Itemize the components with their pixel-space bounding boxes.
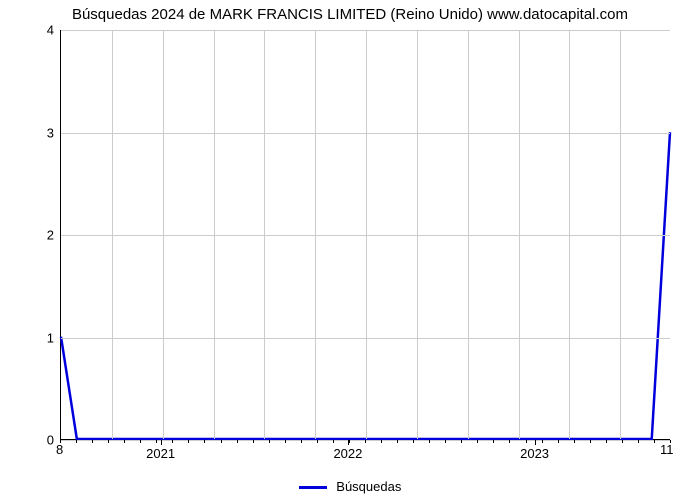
xtick-mark <box>535 440 536 445</box>
xtick-minor-mark <box>108 440 109 443</box>
xtick-minor-mark <box>622 440 623 443</box>
gridline-vertical <box>112 30 113 439</box>
xtick-label: 2023 <box>520 446 549 461</box>
xtick-minor-mark <box>493 440 494 443</box>
xtick-minor-mark <box>638 440 639 443</box>
ytick-label: 0 <box>24 433 54 448</box>
legend-label: Búsquedas <box>336 479 401 494</box>
xtick-minor-mark <box>461 440 462 443</box>
xtick-minor-mark <box>269 440 270 443</box>
chart-container: Búsquedas 2024 de MARK FRANCIS LIMITED (… <box>0 0 700 500</box>
gridline-vertical <box>163 30 164 439</box>
xtick-minor-mark <box>124 440 125 443</box>
legend-swatch <box>299 486 327 489</box>
xtick-minor-mark <box>140 440 141 443</box>
legend: Búsquedas <box>0 479 700 494</box>
gridline-vertical <box>417 30 418 439</box>
ytick-label: 1 <box>24 330 54 345</box>
gridline-vertical <box>620 30 621 439</box>
xtick-label: 2021 <box>146 446 175 461</box>
xtick-minor-mark <box>221 440 222 443</box>
xtick-minor-mark <box>204 440 205 443</box>
xtick-minor-mark <box>172 440 173 443</box>
xtick-minor-mark <box>285 440 286 443</box>
xtick-minor-mark <box>333 440 334 443</box>
xtick-minor-mark <box>606 440 607 443</box>
gridline-vertical <box>468 30 469 439</box>
xtick-minor-mark <box>92 440 93 443</box>
xtick-minor-mark <box>397 440 398 443</box>
ytick-label: 3 <box>24 125 54 140</box>
xtick-minor-mark <box>542 440 543 443</box>
xtick-minor-mark <box>188 440 189 443</box>
xtick-minor-mark <box>445 440 446 443</box>
xtick-minor-mark <box>349 440 350 443</box>
gridline-vertical <box>569 30 570 439</box>
xtick-minor-mark <box>654 440 655 443</box>
xaxis-start-label: 8 <box>56 442 63 457</box>
xtick-mark <box>161 440 162 445</box>
xtick-minor-mark <box>413 440 414 443</box>
gridline-vertical <box>315 30 316 439</box>
xtick-minor-mark <box>156 440 157 443</box>
xtick-minor-mark <box>76 440 77 443</box>
gridline-vertical <box>214 30 215 439</box>
gridline-vertical <box>519 30 520 439</box>
xtick-minor-mark <box>381 440 382 443</box>
ytick-label: 4 <box>24 23 54 38</box>
xaxis-end-label: 11 <box>660 442 674 457</box>
gridline-vertical <box>366 30 367 439</box>
xtick-minor-mark <box>429 440 430 443</box>
gridline-vertical <box>264 30 265 439</box>
ytick-label: 2 <box>24 228 54 243</box>
xtick-minor-mark <box>253 440 254 443</box>
xtick-minor-mark <box>477 440 478 443</box>
plot-area <box>60 30 670 440</box>
xtick-minor-mark <box>509 440 510 443</box>
xtick-minor-mark <box>317 440 318 443</box>
xtick-minor-mark <box>301 440 302 443</box>
xtick-minor-mark <box>526 440 527 443</box>
xtick-minor-mark <box>574 440 575 443</box>
xtick-minor-mark <box>558 440 559 443</box>
xtick-minor-mark <box>365 440 366 443</box>
xtick-minor-mark <box>590 440 591 443</box>
chart-title: Búsquedas 2024 de MARK FRANCIS LIMITED (… <box>0 6 700 23</box>
xtick-label: 2022 <box>333 446 362 461</box>
xtick-minor-mark <box>237 440 238 443</box>
